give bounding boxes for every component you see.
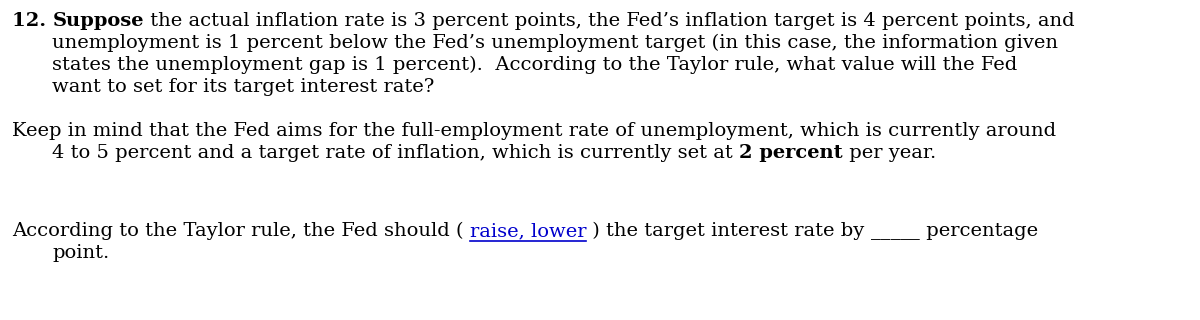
- Text: the actual inflation rate is 3 percent points, the Fed’s inflation target is 4 p: the actual inflation rate is 3 percent p…: [144, 12, 1075, 30]
- Text: ) the target interest rate by: ) the target interest rate by: [587, 222, 871, 240]
- Text: Keep in mind that the Fed aims for the full-employment rate of unemployment, whi: Keep in mind that the Fed aims for the f…: [12, 122, 1056, 140]
- Text: raise, lower: raise, lower: [470, 222, 587, 240]
- Text: point.: point.: [52, 244, 109, 262]
- Text: percentage: percentage: [919, 222, 1038, 240]
- Text: According to the Taylor rule, the Fed should (: According to the Taylor rule, the Fed sh…: [12, 222, 470, 240]
- Text: 4 to 5 percent and a target rate of inflation, which is currently set at: 4 to 5 percent and a target rate of infl…: [52, 144, 739, 162]
- Text: 2 percent: 2 percent: [739, 144, 842, 162]
- Text: 12.: 12.: [12, 12, 53, 30]
- Text: want to set for its target interest rate?: want to set for its target interest rate…: [52, 78, 434, 96]
- Text: per year.: per year.: [842, 144, 936, 162]
- Text: _____: _____: [871, 222, 919, 240]
- Text: states the unemployment gap is 1 percent).  According to the Taylor rule, what v: states the unemployment gap is 1 percent…: [52, 56, 1018, 74]
- Text: Suppose: Suppose: [53, 12, 144, 30]
- Text: unemployment is 1 percent below the Fed’s unemployment target (in this case, the: unemployment is 1 percent below the Fed’…: [52, 34, 1058, 52]
